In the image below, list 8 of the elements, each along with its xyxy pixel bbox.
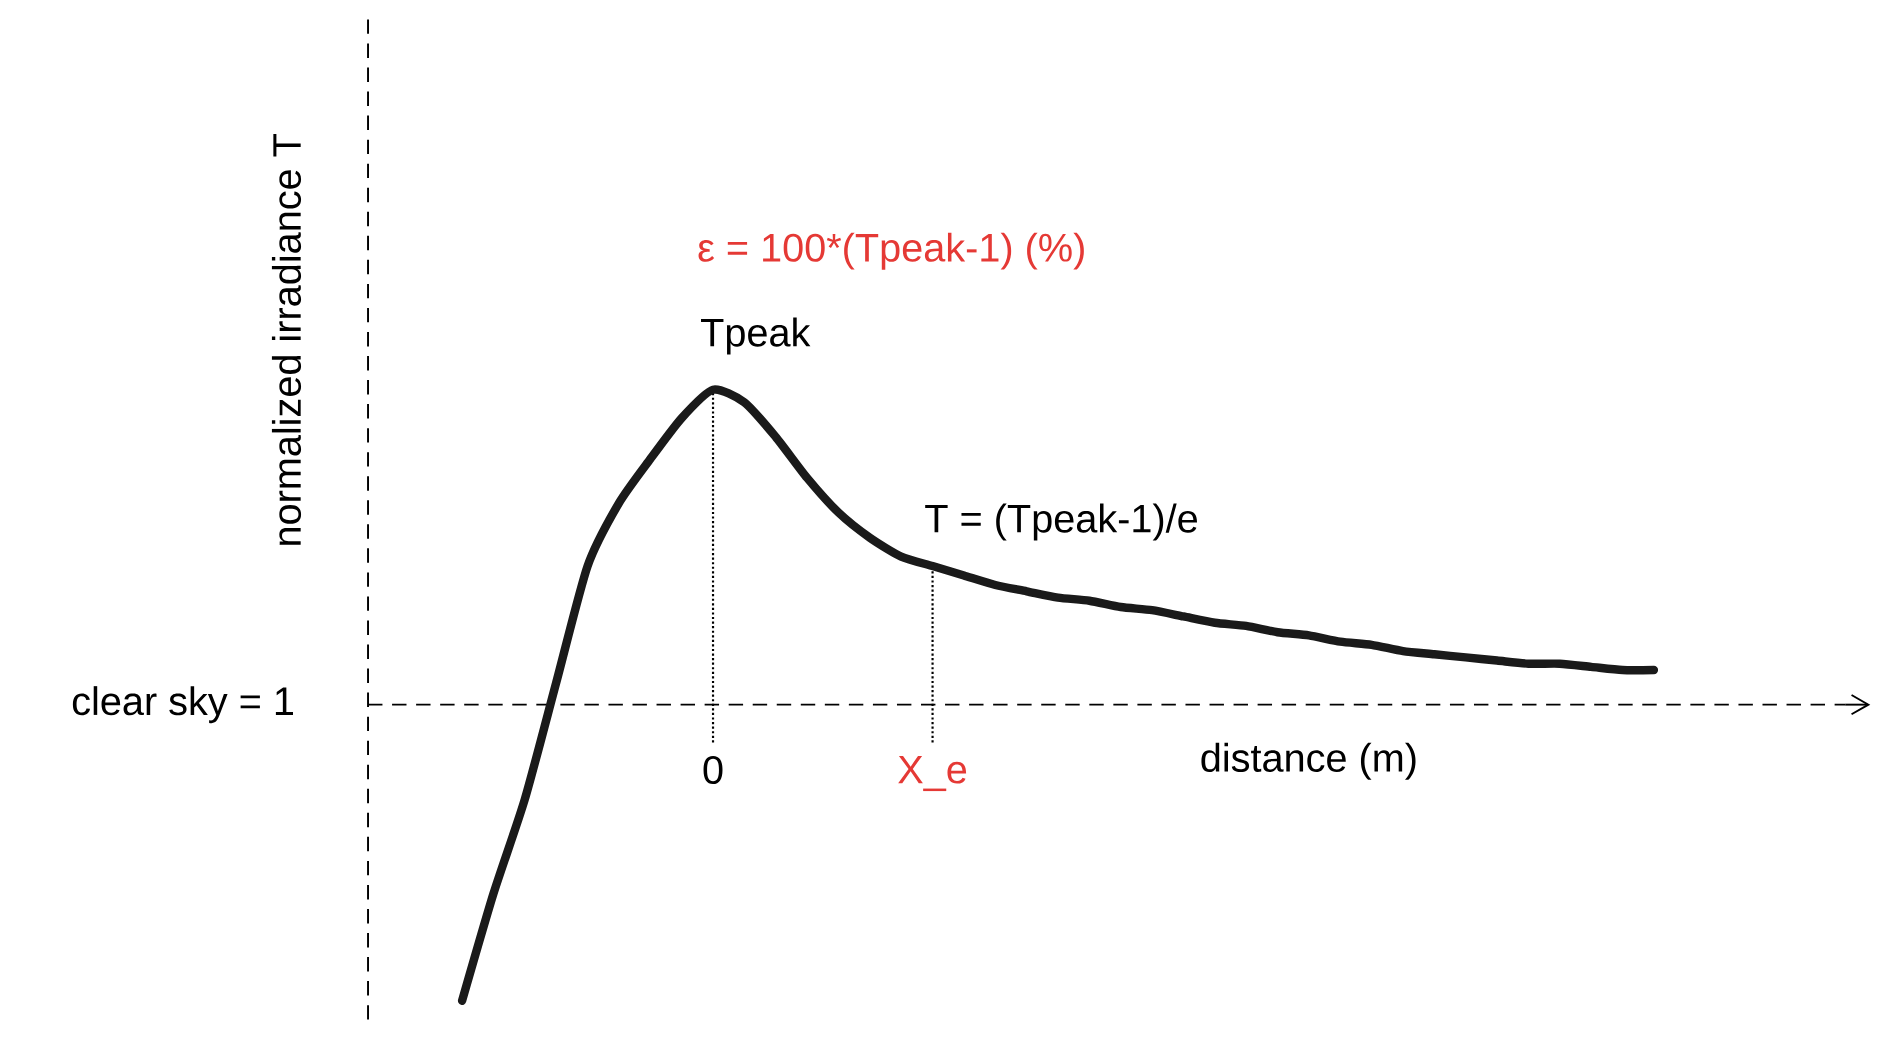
x-axis-title: distance (m) — [1201, 743, 1416, 781]
x-tick-label: 0 — [703, 756, 723, 785]
x-tick-label: X_e — [898, 756, 967, 792]
annotation: Tpeak — [701, 317, 811, 355]
annotation: T = (Tpeak-1)/e — [925, 503, 1197, 541]
y-axis-title: normalized irradiance T — [271, 134, 302, 546]
text: clear sky = 1 — [72, 686, 293, 724]
text: ε = 100*(Tpeak-1) (%) — [698, 232, 1084, 270]
